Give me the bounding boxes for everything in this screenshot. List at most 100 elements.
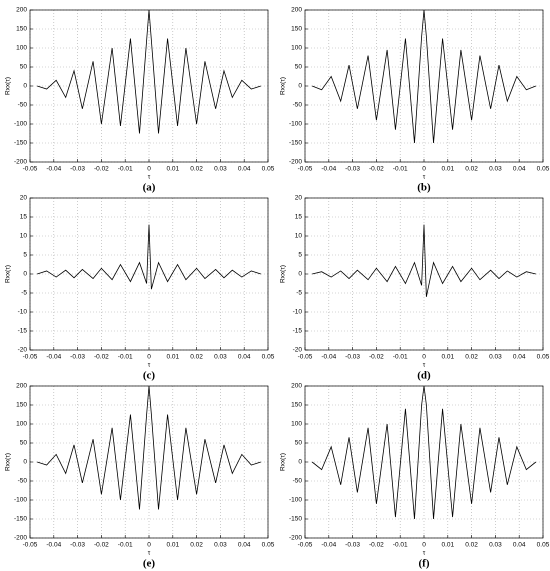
y-axis-label: Rxx(τ) bbox=[280, 77, 287, 95]
x-tick-label: 0.01 bbox=[166, 166, 179, 173]
y-tick-label: -20 bbox=[18, 347, 28, 354]
x-tick-label: -0.04 bbox=[46, 166, 61, 173]
x-axis-label: τ bbox=[148, 174, 151, 181]
y-tick-label: 100 bbox=[291, 421, 302, 428]
x-axis-label: τ bbox=[148, 362, 151, 369]
x-tick-label: -0.01 bbox=[393, 542, 408, 549]
y-tick-label: -5 bbox=[21, 290, 27, 297]
signal-line bbox=[311, 385, 537, 520]
y-tick-label: -100 bbox=[14, 497, 27, 504]
signal-line bbox=[37, 224, 261, 290]
y-axis-label: Rxx(τ) bbox=[280, 265, 287, 283]
x-tick-label: 0 bbox=[422, 542, 426, 549]
x-tick-label: -0.01 bbox=[393, 354, 408, 361]
y-tick-label: 100 bbox=[16, 421, 27, 428]
x-tick-label: -0.03 bbox=[345, 354, 360, 361]
x-tick-label: -0.01 bbox=[393, 166, 408, 173]
x-tick-label: 0.02 bbox=[190, 166, 203, 173]
y-axis-label: Rxx(τ) bbox=[280, 453, 287, 471]
x-tick-label: -0.05 bbox=[23, 166, 38, 173]
y-tick-label: 20 bbox=[20, 195, 28, 202]
x-tick-label: -0.05 bbox=[298, 354, 313, 361]
y-tick-label: 150 bbox=[16, 26, 27, 33]
y-tick-label: -200 bbox=[289, 535, 302, 542]
x-tick-label: -0.02 bbox=[94, 354, 109, 361]
y-tick-label: 200 bbox=[16, 383, 27, 390]
x-tick-label: -0.03 bbox=[70, 166, 85, 173]
x-tick-label: 0.05 bbox=[537, 166, 550, 173]
y-tick-label: 15 bbox=[295, 214, 303, 221]
x-tick-label: -0.05 bbox=[298, 166, 313, 173]
panel-label: (d) bbox=[417, 370, 431, 382]
x-axis-label: τ bbox=[423, 550, 426, 557]
panel-label: (b) bbox=[417, 182, 431, 194]
x-tick-label: 0.02 bbox=[465, 166, 478, 173]
y-tick-label: -15 bbox=[18, 328, 28, 335]
x-tick-label: 0.03 bbox=[489, 166, 502, 173]
x-tick-label: 0.01 bbox=[441, 542, 454, 549]
signal-line bbox=[311, 9, 537, 144]
x-tick-label: 0.03 bbox=[214, 354, 227, 361]
x-tick-label: -0.04 bbox=[46, 542, 61, 549]
x-tick-label: 0.05 bbox=[262, 542, 275, 549]
y-tick-label: 10 bbox=[295, 233, 303, 240]
y-tick-label: -15 bbox=[293, 328, 303, 335]
x-tick-label: 0 bbox=[422, 354, 426, 361]
x-tick-label: -0.02 bbox=[94, 166, 109, 173]
x-tick-label: -0.04 bbox=[321, 542, 336, 549]
y-tick-label: 200 bbox=[291, 383, 302, 390]
y-tick-label: -5 bbox=[296, 290, 302, 297]
x-tick-label: -0.04 bbox=[321, 166, 336, 173]
signal-line bbox=[312, 224, 536, 297]
x-tick-label: -0.03 bbox=[345, 542, 360, 549]
x-tick-label: 0.03 bbox=[214, 166, 227, 173]
y-tick-label: 200 bbox=[291, 7, 302, 14]
y-tick-label: -10 bbox=[18, 309, 28, 316]
signal-line bbox=[37, 385, 261, 510]
y-tick-label: -50 bbox=[18, 102, 28, 109]
y-tick-label: 50 bbox=[20, 64, 28, 71]
x-tick-label: 0.05 bbox=[262, 166, 275, 173]
x-tick-label: 0.03 bbox=[214, 542, 227, 549]
y-tick-label: 5 bbox=[23, 252, 27, 259]
y-tick-label: 50 bbox=[295, 440, 303, 447]
y-tick-label: -200 bbox=[14, 535, 27, 542]
x-tick-label: -0.02 bbox=[369, 542, 384, 549]
x-tick-label: -0.02 bbox=[369, 166, 384, 173]
y-tick-label: 5 bbox=[298, 252, 302, 259]
x-tick-label: -0.04 bbox=[321, 354, 336, 361]
signal-line bbox=[37, 9, 261, 134]
x-tick-label: -0.03 bbox=[70, 542, 85, 549]
y-tick-label: -50 bbox=[18, 478, 28, 485]
y-tick-label: 150 bbox=[16, 402, 27, 409]
x-tick-label: -0.05 bbox=[23, 354, 38, 361]
x-tick-label: 0.03 bbox=[489, 354, 502, 361]
x-tick-label: -0.01 bbox=[118, 542, 133, 549]
x-tick-label: -0.02 bbox=[369, 354, 384, 361]
x-tick-label: 0.04 bbox=[238, 542, 251, 549]
x-tick-label: -0.01 bbox=[118, 166, 133, 173]
y-tick-label: -100 bbox=[14, 121, 27, 128]
x-axis-label: τ bbox=[423, 362, 426, 369]
panel-label: (a) bbox=[143, 182, 156, 194]
y-tick-label: 0 bbox=[298, 83, 302, 90]
x-axis-label: τ bbox=[423, 174, 426, 181]
y-tick-label: 50 bbox=[295, 64, 303, 71]
y-tick-label: 100 bbox=[291, 45, 302, 52]
y-tick-label: 0 bbox=[23, 459, 27, 466]
x-tick-label: -0.01 bbox=[118, 354, 133, 361]
y-tick-label: 100 bbox=[16, 45, 27, 52]
x-tick-label: 0.05 bbox=[537, 542, 550, 549]
y-tick-label: -150 bbox=[14, 140, 27, 147]
x-tick-label: -0.03 bbox=[70, 354, 85, 361]
x-tick-label: 0.02 bbox=[190, 542, 203, 549]
x-tick-label: 0.02 bbox=[190, 354, 203, 361]
x-tick-label: -0.04 bbox=[46, 354, 61, 361]
y-tick-label: 150 bbox=[291, 26, 302, 33]
y-tick-label: 20 bbox=[295, 195, 303, 202]
x-tick-label: 0.04 bbox=[513, 354, 526, 361]
y-tick-label: -20 bbox=[293, 347, 303, 354]
x-tick-label: 0.01 bbox=[441, 166, 454, 173]
x-tick-label: -0.03 bbox=[345, 166, 360, 173]
